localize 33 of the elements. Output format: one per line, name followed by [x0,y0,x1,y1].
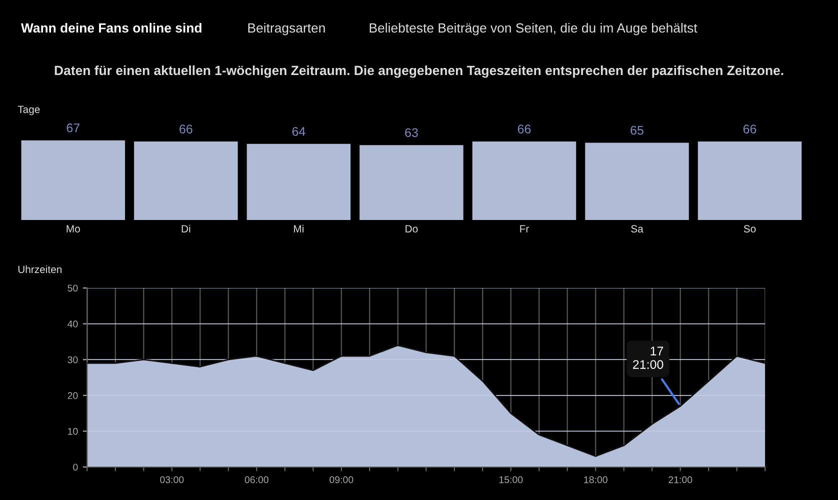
data-label: 65 [630,126,644,135]
x-tick-label: 15:00 [499,476,523,484]
text: Beliebteste Beiträge von Seiten, die du im Auge behältst [370,22,698,36]
y-tick-label: 50 [68,284,78,292]
chart-subtitle: Daten für einen aktuellen 1-wöchigen Zeitraum. Die angegebenen Tageszeiten entsprechen der pazifischen Zeitzone. [54,65,784,78]
x-tick-label: So [744,225,756,233]
text: Beitragsarten [248,22,325,36]
y-tick-label: 10 [68,428,78,435]
data-label: 66 [180,124,192,134]
x-tick-label: 21:00 [668,476,692,484]
x-tick-label: Mo [66,225,80,233]
data-label: 63 [405,128,418,138]
text: Wann deine Fans online sind [20,22,202,33]
y-tick-label: 40 [68,320,78,328]
x-tick-label: 03:00 [160,476,184,484]
data-label: 66 [743,124,756,134]
annotation: 17 21:00 [633,346,664,369]
chart-title: Tage [18,106,40,116]
x-tick-label: 09:00 [330,476,354,484]
x-tick-label: Fr [520,225,529,232]
data-label: 66 [518,124,531,134]
x-tick-label: 18:00 [584,476,608,484]
x-tick-label: Mi [294,224,304,232]
x-tick-label: 06:00 [244,476,268,484]
x-tick-label: Di [182,224,190,232]
data-label: 67 [66,123,80,132]
x-tick-label: Do [406,225,418,233]
y-tick-label: 20 [68,392,78,400]
x-tick-label: Sa [631,225,644,233]
y-tick-label: 0 [73,464,78,471]
data-label: 64 [292,127,306,136]
chart-title: Uhrzeiten [18,265,62,274]
y-tick-label: 30 [68,356,78,364]
